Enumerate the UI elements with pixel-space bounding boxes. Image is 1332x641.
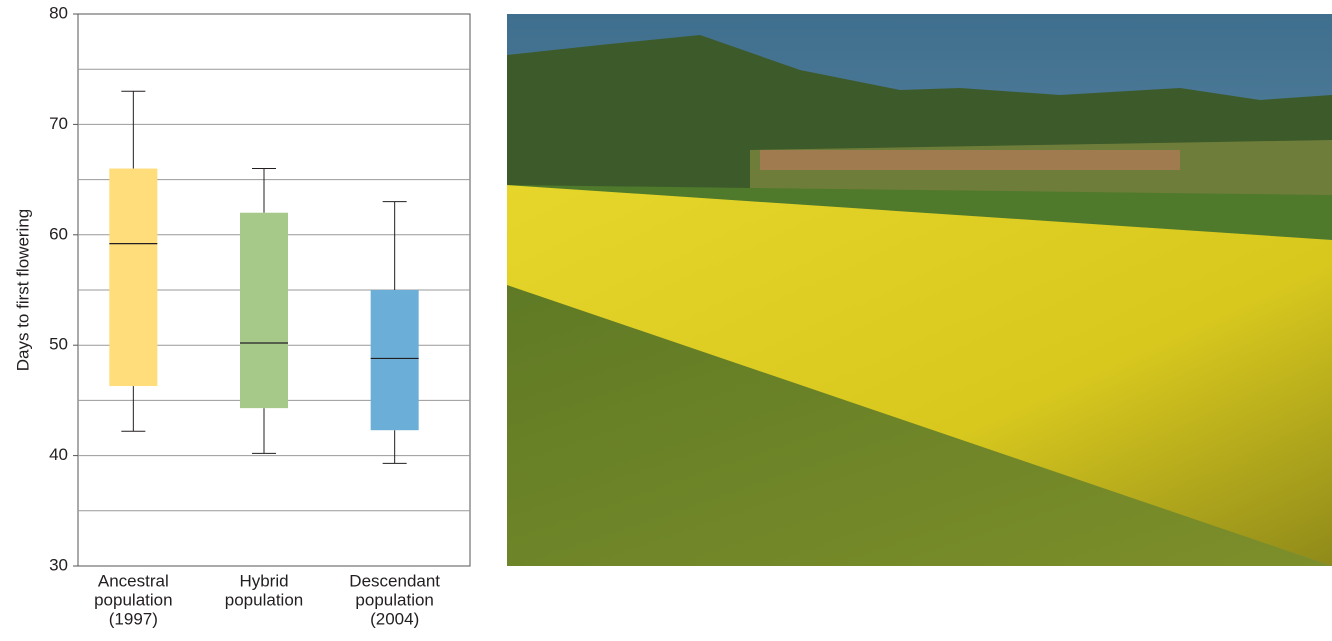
- y-tick-label: 50: [49, 335, 68, 354]
- box: [109, 169, 157, 386]
- x-tick-label: population: [94, 590, 172, 609]
- x-tick-label: (1997): [109, 609, 158, 628]
- x-tick-label: Descendant: [349, 571, 440, 590]
- photo: [507, 14, 1332, 566]
- y-tick-label: 60: [49, 224, 68, 243]
- x-tick-label: population: [225, 590, 303, 609]
- x-tick-label: Hybrid: [239, 571, 288, 590]
- x-tick-label: population: [355, 590, 433, 609]
- y-tick-label: 40: [49, 445, 68, 464]
- box: [240, 213, 288, 408]
- y-tick-label: 80: [49, 3, 68, 22]
- x-tick-label: (2004): [370, 609, 419, 628]
- y-axis-label: Days to first flowering: [13, 209, 32, 372]
- box: [371, 290, 419, 430]
- page: Days to first flowering 30 40 50 60 70 80 Ance…: [0, 0, 1332, 641]
- x-tick-label: Ancestral: [98, 571, 169, 590]
- y-tick-label: 70: [49, 114, 68, 133]
- box-plot: Days to first flowering 30 40 50 60 70 80 Ance…: [13, 3, 470, 628]
- y-tick-label: 30: [49, 555, 68, 574]
